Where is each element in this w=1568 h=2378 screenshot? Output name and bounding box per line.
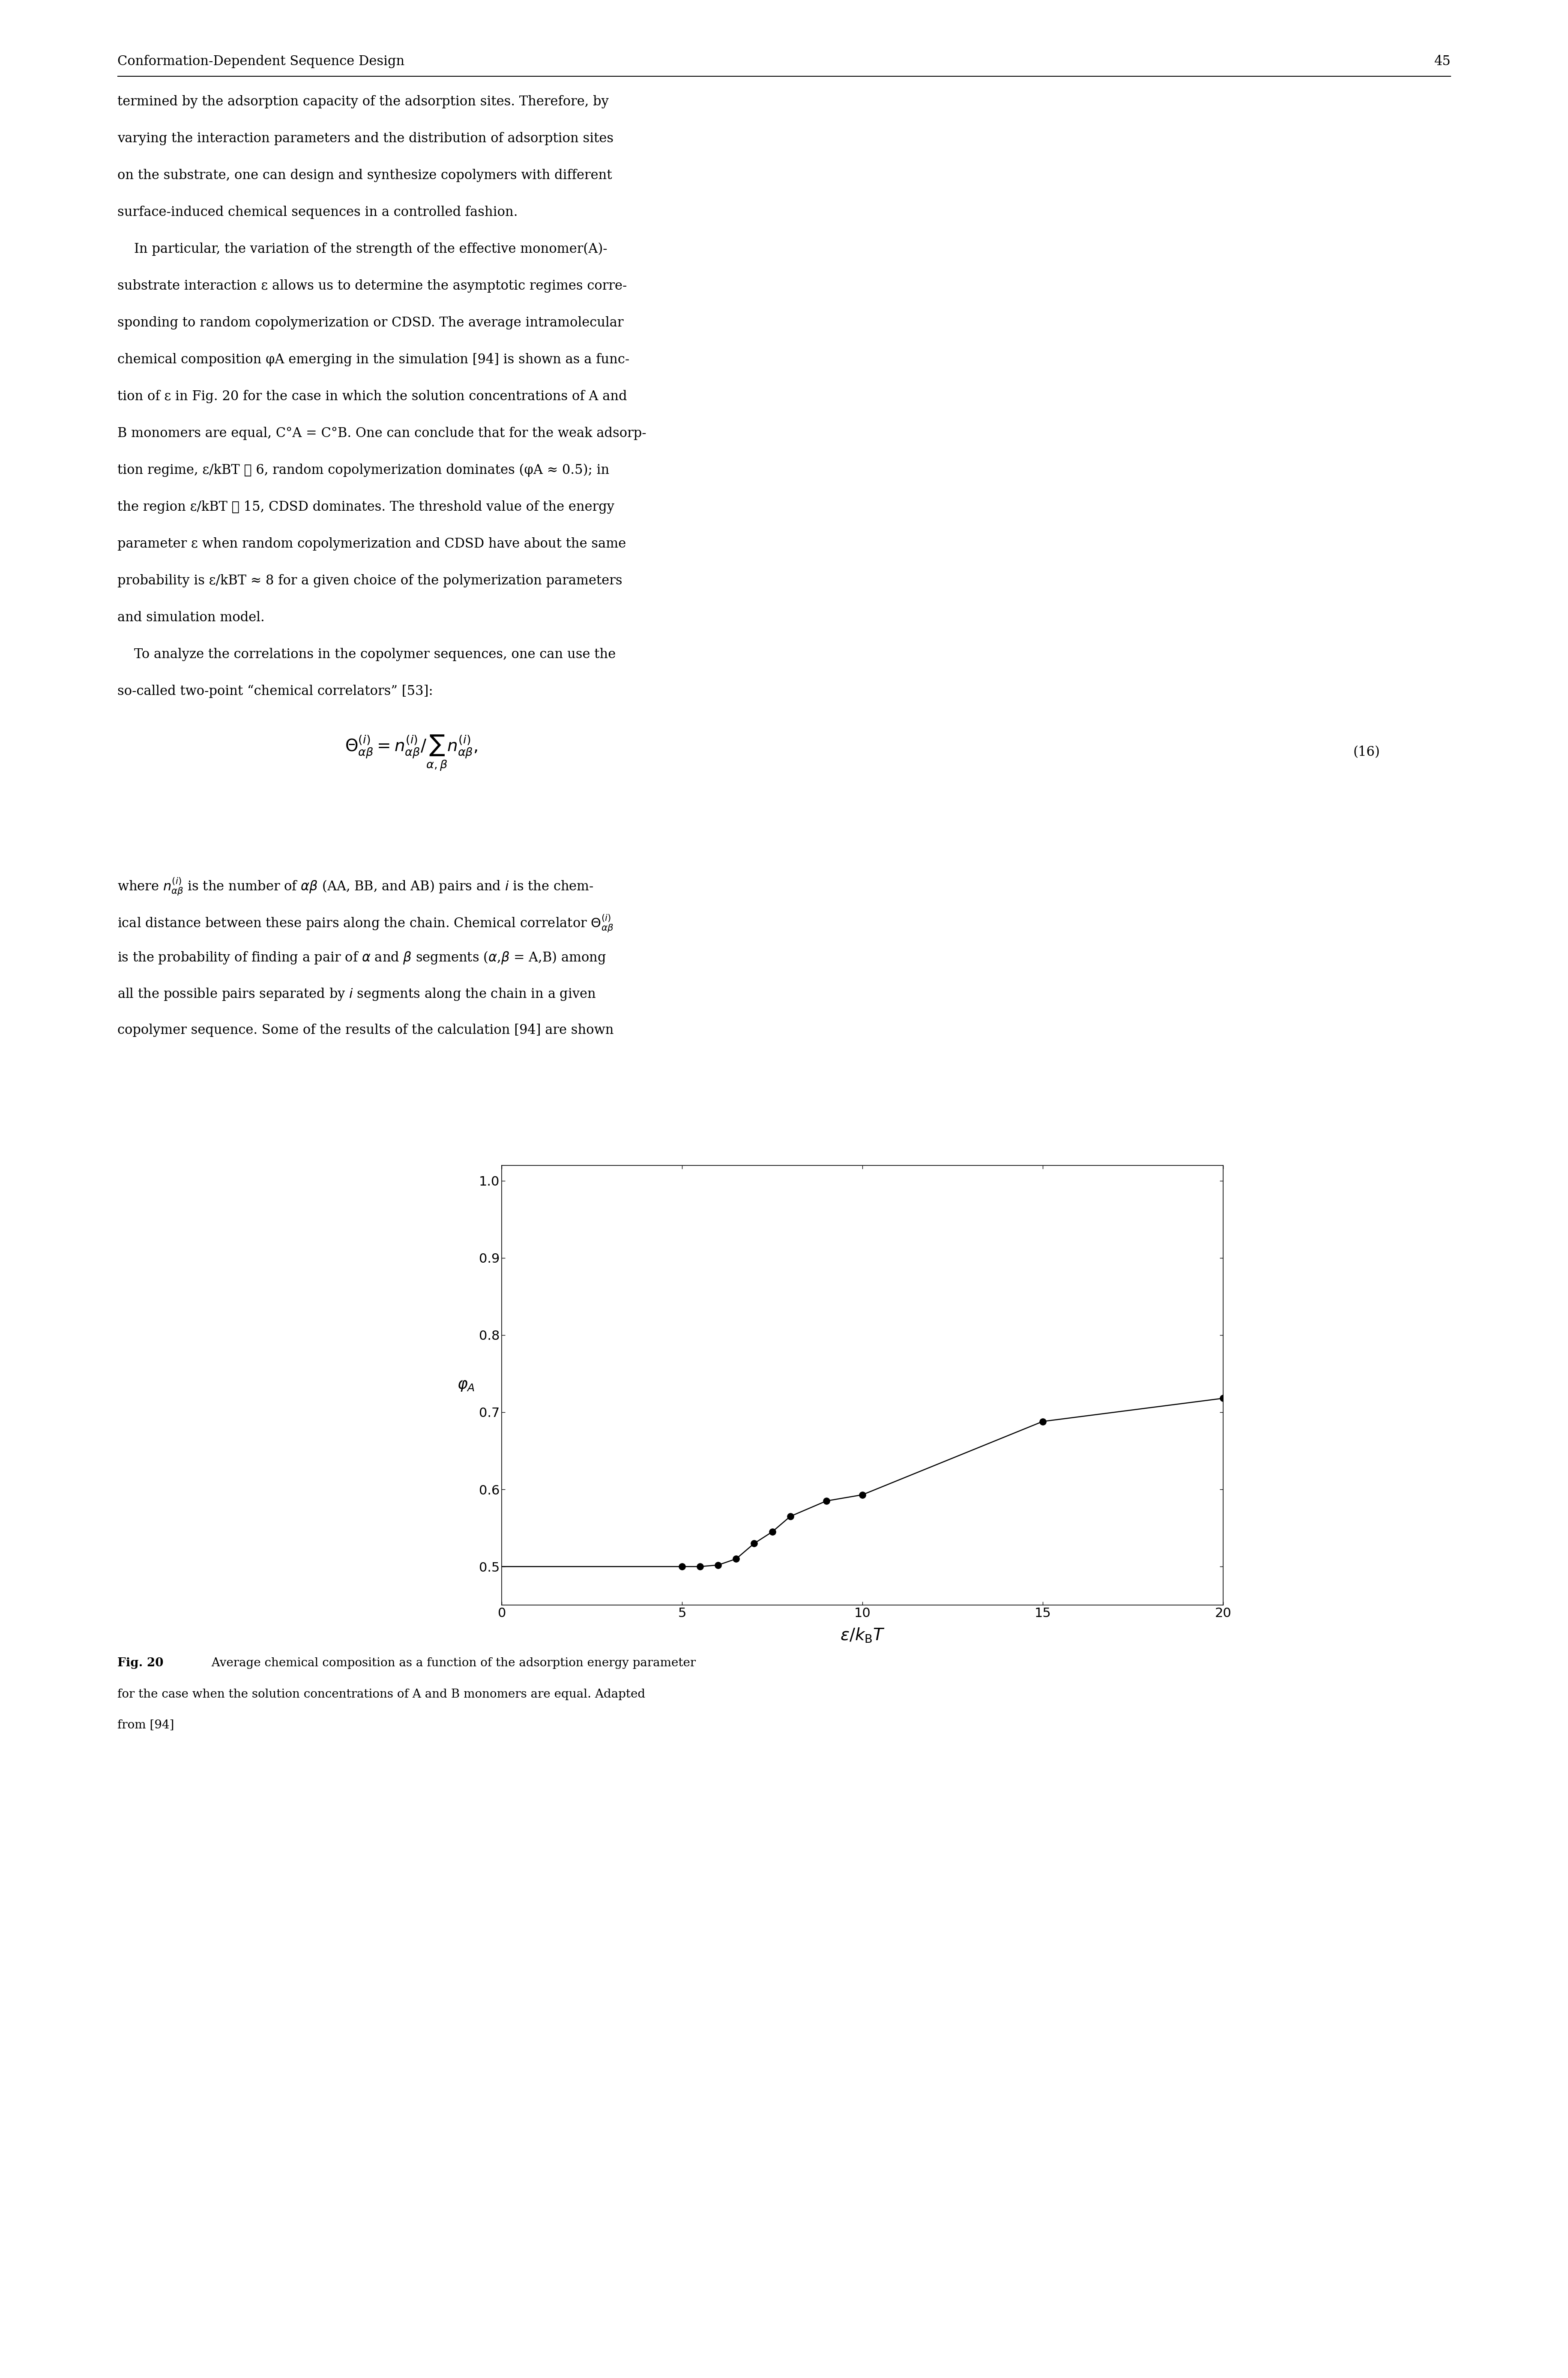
Point [724,1541,750,1579]
Text: from [94]: from [94] [118,1719,174,1731]
Text: probability is ε/kBT ≈ 8 for a given choice of the polymerization parameters: probability is ε/kBT ≈ 8 for a given cho… [118,573,622,587]
Text: on the substrate, one can design and synthesize copolymers with different: on the substrate, one can design and syn… [118,169,612,183]
Point [1210,1379,1236,1417]
Text: chemical composition φA emerging in the simulation [94] is shown as a func-: chemical composition φA emerging in the … [118,352,630,366]
Text: 45: 45 [1433,55,1450,69]
Point [706,1546,731,1584]
Point [760,1512,786,1550]
Text: for the case when the solution concentrations of A and B monomers are equal. Ada: for the case when the solution concentra… [118,1688,646,1700]
Text: substrate interaction ε allows us to determine the asymptotic regimes corre­: substrate interaction ε allows us to det… [118,278,627,292]
Text: where $n^{(i)}_{\alpha\beta}$ is the number of $\alpha\beta$ (AA, BB, and AB) pa: where $n^{(i)}_{\alpha\beta}$ is the num… [118,877,594,897]
Text: parameter ε when random copolymerization and CDSD have about the same: parameter ε when random copolymerization… [118,537,626,552]
Text: Average chemical composition as a function of the adsorption energy parameter: Average chemical composition as a functi… [204,1657,696,1669]
Point [814,1481,839,1520]
Text: surface-induced chemical sequences in a controlled fashion.: surface-induced chemical sequences in a … [118,205,517,219]
Point [670,1548,695,1586]
Point [687,1548,712,1586]
Text: all the possible pairs separated by $i$ segments along the chain in a given: all the possible pairs separated by $i$ … [118,987,596,1001]
Text: the region ε/kBT ≳ 15, CDSD dominates. The threshold value of the energy: the region ε/kBT ≳ 15, CDSD dominates. T… [118,502,615,514]
Text: In particular, the variation of the strength of the effective monomer(A)-: In particular, the variation of the stre… [118,243,607,257]
Text: and simulation model.: and simulation model. [118,611,265,625]
Point [778,1498,803,1536]
Text: Conformation-Dependent Sequence Design: Conformation-Dependent Sequence Design [118,55,405,69]
Y-axis label: $\varphi_A$: $\varphi_A$ [456,1377,475,1394]
Text: termined by the adsorption capacity of the adsorption sites. Therefore, by: termined by the adsorption capacity of t… [118,95,608,109]
Text: B monomers are equal, C°A = C°B. One can conclude that for the weak adsorp-: B monomers are equal, C°A = C°B. One can… [118,428,646,440]
Text: Fig. 20: Fig. 20 [118,1657,163,1669]
Text: tion of ε in Fig. 20 for the case in which the solution concentrations of A and: tion of ε in Fig. 20 for the case in whi… [118,390,627,404]
Text: copolymer sequence. Some of the results of the calculation [94] are shown: copolymer sequence. Some of the results … [118,1025,615,1037]
Text: $\Theta^{(i)}_{\alpha\beta} = n^{(i)}_{\alpha\beta} / \sum_{\alpha,\beta} n^{(i): $\Theta^{(i)}_{\alpha\beta} = n^{(i)}_{\… [345,735,478,773]
Text: To analyze the correlations in the copolymer sequences, one can use the: To analyze the correlations in the copol… [118,647,616,661]
Point [850,1477,875,1515]
Text: varying the interaction parameters and the distribution of adsorption sites: varying the interaction parameters and t… [118,131,613,145]
Point [742,1524,767,1562]
Text: tion regime, ε/kBT ≲ 6, random copolymerization dominates (φA ≈ 0.5); in: tion regime, ε/kBT ≲ 6, random copolymer… [118,464,610,478]
X-axis label: $\varepsilon/k_{\mathrm{B}}T$: $\varepsilon/k_{\mathrm{B}}T$ [840,1627,884,1643]
Text: sponding to random copolymerization or CDSD. The average intramolecular: sponding to random copolymerization or C… [118,316,624,331]
Text: ical distance between these pairs along the chain. Chemical correlator $\Theta^{: ical distance between these pairs along … [118,913,613,932]
Text: (16): (16) [1353,747,1380,759]
Point [1030,1403,1055,1441]
Text: is the probability of finding a pair of $\alpha$ and $\beta$ segments ($\alpha$,: is the probability of finding a pair of … [118,951,607,965]
Text: so-called two-point “chemical correlators” [53]:: so-called two-point “chemical correlator… [118,685,433,699]
